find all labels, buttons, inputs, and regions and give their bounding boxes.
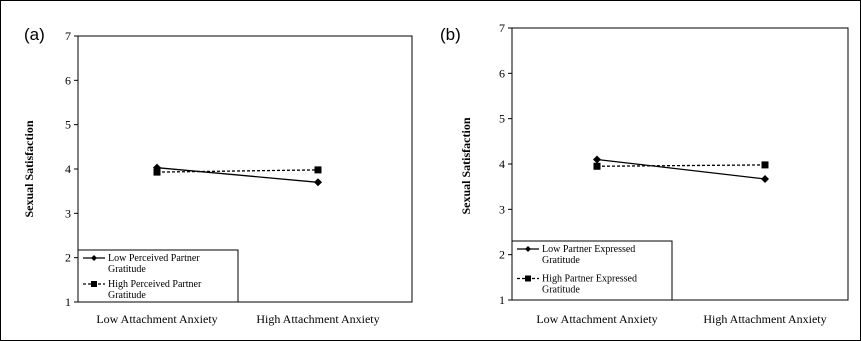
series-line-1	[596, 158, 766, 180]
y-tick-label: 7	[499, 21, 505, 35]
x-category-label: Low Attachment Anxiety	[96, 312, 217, 326]
y-tick-label: 6	[65, 73, 71, 87]
panel-label: (a)	[24, 25, 45, 44]
y-tick-label: 5	[499, 112, 505, 126]
x-category-label: High Attachment Anxiety	[256, 312, 379, 326]
y-tick-label: 4	[499, 157, 505, 171]
series-line-2	[156, 169, 319, 173]
data-point-diamond	[761, 174, 769, 183]
y-tick-label: 2	[499, 248, 505, 262]
legend-entry-label: Gratitude	[542, 285, 580, 296]
x-category-label: Low Attachment Anxiety	[536, 312, 657, 326]
panel-label: (b)	[440, 25, 461, 44]
legend-marker-diamond	[525, 246, 531, 252]
data-point-diamond	[593, 155, 601, 164]
legend-entry-label: Gratitude	[108, 290, 146, 301]
data-point-square	[761, 161, 769, 169]
data-point-square	[314, 166, 322, 174]
y-tick-label: 5	[65, 118, 71, 132]
legend-box	[77, 249, 239, 303]
legend-entry-label: High Partner Expressed	[542, 274, 637, 285]
legend-box	[511, 240, 673, 301]
y-tick-label: 7	[65, 29, 71, 43]
y-tick-label: 4	[65, 162, 71, 176]
legend-marker-square	[525, 275, 531, 282]
y-tick-label: 1	[65, 295, 71, 309]
legend-marker-diamond	[91, 255, 97, 261]
y-axis-label: Sexual Satisfaction	[22, 120, 36, 217]
y-axis-label: Sexual Satisfaction	[459, 117, 473, 214]
y-tick-label: 1	[499, 293, 505, 307]
y-tick-label: 3	[499, 202, 505, 216]
y-tick-label: 3	[65, 206, 71, 220]
chart-panel-b: (b) 1 2 3 4 5 6 7 Low Attachment Anxiety High Att…	[440, 21, 849, 326]
data-point-square	[153, 168, 161, 176]
series-line-2	[596, 164, 766, 167]
legend-marker-square	[91, 281, 97, 287]
legend-entry-label: Gratitude	[542, 255, 580, 266]
legend-entry-label: Gratitude	[108, 264, 146, 275]
data-point-diamond	[314, 178, 322, 187]
y-tick-label: 6	[499, 66, 505, 80]
legend-entry-label: High Perceived Partner	[108, 279, 202, 290]
data-point-square	[593, 162, 601, 170]
x-category-label: High Attachment Anxiety	[703, 312, 826, 326]
legend-entry-label: Low Perceived Partner	[108, 253, 200, 264]
series-line-1	[156, 167, 319, 183]
legend-entry-label: Low Partner Expressed	[542, 244, 635, 255]
chart-panel-a: (a) 1 2 3 4 5 6 7 Low Attachment Anxiety High Att…	[22, 25, 413, 326]
y-tick-label: 2	[65, 251, 71, 265]
